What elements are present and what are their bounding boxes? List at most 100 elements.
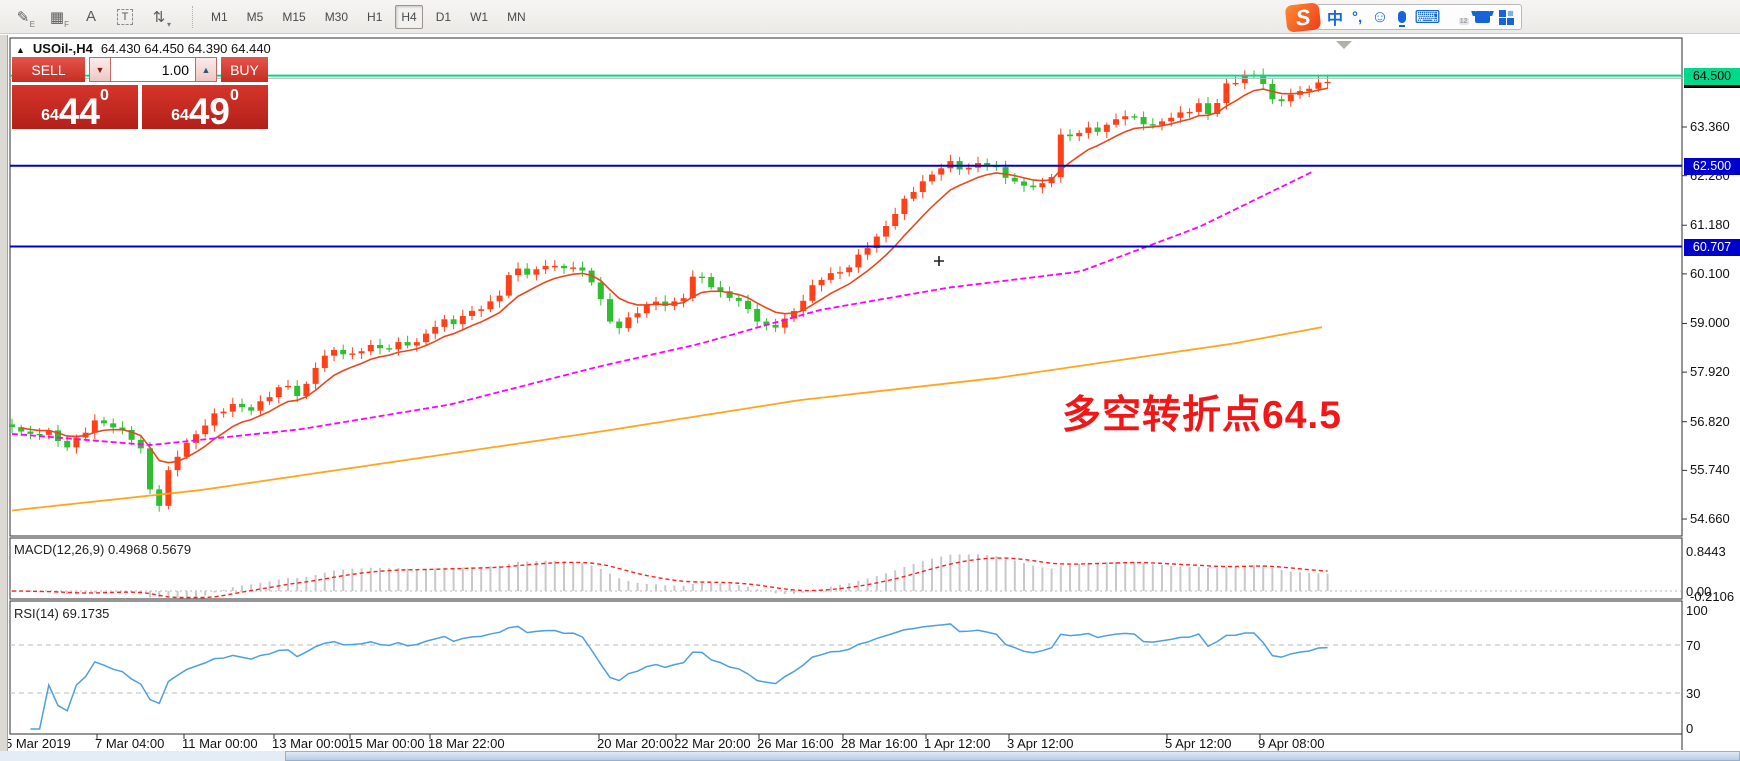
volume-decrease-button[interactable]: ▼ xyxy=(89,57,111,82)
grid-fibo-icon: ▦ xyxy=(49,8,65,26)
sell-price-pip: 0 xyxy=(100,87,109,104)
text-box-button[interactable]: T xyxy=(110,4,140,30)
price-axis-label: 63.360 xyxy=(1690,119,1730,134)
grid-fibo-button[interactable]: ▦ F xyxy=(49,8,69,29)
toolbar-separator xyxy=(192,5,193,28)
freehand-draw-icon: ✎ xyxy=(16,8,30,26)
rsi-axis-100: 100 xyxy=(1686,603,1708,618)
time-axis-label: 18 Mar 22:00 xyxy=(428,736,505,751)
panel-border-0 xyxy=(9,37,1683,537)
account-icon[interactable]: 12 xyxy=(1458,18,1469,25)
time-axis-label: 9 Apr 08:00 xyxy=(1258,736,1325,751)
arrange-sort-button[interactable]: ⇅ ▾ xyxy=(152,8,171,29)
skin-icon[interactable] xyxy=(1474,11,1490,23)
keyboard-icon[interactable]: ⌨ xyxy=(1414,6,1441,27)
left-window-edge xyxy=(0,35,8,761)
price-axis-label: 55.740 xyxy=(1690,462,1730,478)
time-axis-label: 1 Apr 12:00 xyxy=(924,736,991,751)
level-badge-64.500: 64.500 xyxy=(1684,67,1740,85)
sell-button[interactable]: SELL xyxy=(12,57,85,82)
text-label-icon: A xyxy=(85,8,96,25)
text-box-icon: T xyxy=(117,8,133,25)
sell-price-main: 44 xyxy=(58,90,101,132)
volume-increase-button[interactable]: ▲ xyxy=(195,57,217,82)
panel-border-2 xyxy=(9,600,1683,735)
price-axis-label: 60.100 xyxy=(1690,265,1730,281)
time-axis-label: 7 Mar 04:00 xyxy=(95,736,165,751)
cross-marker xyxy=(934,256,944,266)
timeframe-d1-button[interactable]: D1 xyxy=(435,9,452,24)
sogou-ime-bar: S 中 °, ☺ ⌨ 12 xyxy=(1284,1,1522,33)
sell-price-handle: 64 xyxy=(41,107,59,124)
ime-body: 中 °, ☺ ⌨ 12 xyxy=(1316,4,1522,30)
time-axis-label: 20 Mar 20:00 xyxy=(597,736,674,751)
scroll-to-end-icon xyxy=(1336,41,1352,49)
volume-input[interactable] xyxy=(111,57,195,82)
drawing-tools-group: ✎ E ▦ F A T ⇅ ▾ xyxy=(0,4,174,30)
rsi-axis-0: 0 xyxy=(1686,721,1694,736)
chart-annotation-text: 多空转折点64.5 xyxy=(1062,394,1342,437)
rsi-axis-70: 70 xyxy=(1686,638,1701,653)
symbol-marker-icon: ▲ xyxy=(16,45,25,55)
rsi-label: RSI(14) 69.1735 xyxy=(14,606,110,621)
timeframe-m5-button[interactable]: M5 xyxy=(246,9,264,24)
timeframe-m30-button[interactable]: M30 xyxy=(324,9,349,24)
time-axis-label: 11 Mar 00:00 xyxy=(182,736,258,751)
time-axis-label: 15 Mar 00:00 xyxy=(348,736,425,751)
price-axis-label: 59.000 xyxy=(1690,315,1730,331)
timeframe-group: M1 M5 M15 M30 H1 H4 D1 W1 MN xyxy=(205,4,535,29)
price-axis-label: 61.180 xyxy=(1690,217,1730,233)
one-click-trading-panel: SELL ▼ ▲ BUY 64 44 0 64 49 0 xyxy=(12,57,268,132)
arrange-sort-icon: ⇅ xyxy=(152,8,166,26)
ohlc-readout: 64.430 64.450 64.390 64.440 xyxy=(100,41,271,56)
time-axis-label: 3 Apr 12:00 xyxy=(1007,736,1074,751)
buy-button[interactable]: BUY xyxy=(221,57,268,82)
punctuation-icon[interactable]: °, xyxy=(1352,8,1363,26)
price-axis-label: 54.660 xyxy=(1690,511,1730,527)
emoji-icon[interactable]: ☺ xyxy=(1371,7,1389,26)
freehand-draw-button[interactable]: ✎ E xyxy=(16,8,35,29)
symbol-name: USOil-,H4 xyxy=(32,41,93,56)
ma-slow-ma-line xyxy=(11,326,1323,512)
ma-fast-line xyxy=(21,87,1328,464)
timeframe-w1-button[interactable]: W1 xyxy=(470,9,489,24)
text-label-button[interactable]: A xyxy=(76,4,106,30)
horizontal-scrollbar xyxy=(0,751,1740,761)
timeframe-m15-button[interactable]: M15 xyxy=(282,9,306,24)
ma-mid-ma-line xyxy=(11,171,1313,446)
mic-icon[interactable] xyxy=(1397,11,1406,27)
panel-border-1 xyxy=(9,537,1683,600)
rsi-axis-30: 30 xyxy=(1686,686,1701,701)
macd-signal-line xyxy=(11,557,1328,599)
top-toolbar: ✎ E ▦ F A T ⇅ ▾ M1 M5 M15 M30 H1 H4 D1 W1 MN S 中 °, ☺ ⌨… xyxy=(0,0,1740,34)
timeframe-h4-button[interactable]: H4 xyxy=(395,4,423,29)
macd-axis-min: -0.2106 xyxy=(1690,589,1735,604)
level-badge-62.500: 62.500 xyxy=(1684,157,1740,175)
macd-axis-zero: 0.00 xyxy=(1686,584,1712,599)
buy-price-pip: 0 xyxy=(230,87,239,104)
timeframe-m1-button[interactable]: M1 xyxy=(211,9,228,24)
rsi-line xyxy=(30,623,1328,730)
menu-grid-icon[interactable] xyxy=(1498,10,1514,25)
sell-price-display[interactable]: 64 44 0 xyxy=(12,85,138,132)
timeframe-mn-button[interactable]: MN xyxy=(507,9,526,24)
macd-label: MACD(12,26,9) 0.4968 0.5679 xyxy=(14,542,192,557)
buy-price-display[interactable]: 64 49 0 xyxy=(142,85,268,130)
level-badge-60.707: 60.707 xyxy=(1684,238,1740,256)
scrollbar-thumb[interactable] xyxy=(285,751,1740,761)
time-axis-label: 13 Mar 00:00 xyxy=(272,736,349,751)
time-axis-label: 5 Apr 12:00 xyxy=(1165,736,1232,751)
timeframe-h1-button[interactable]: H1 xyxy=(367,9,383,24)
time-axis-label: 28 Mar 16:00 xyxy=(841,736,918,751)
buy-price-handle: 64 xyxy=(171,107,189,124)
time-axis-label: 5 Mar 2019 xyxy=(5,736,71,751)
chart-title: ▲ USOil-,H4 64.430 64.450 64.390 64.440 xyxy=(16,41,271,56)
chinese-mode-icon[interactable]: 中 xyxy=(1327,11,1344,28)
macd-histogram xyxy=(20,554,1329,598)
sogou-logo-icon[interactable]: S xyxy=(1284,1,1322,33)
time-axis-label: 22 Mar 20:00 xyxy=(674,736,751,751)
price-axis-label: 56.820 xyxy=(1690,413,1730,429)
macd-axis-max: 0.8443 xyxy=(1686,544,1726,559)
